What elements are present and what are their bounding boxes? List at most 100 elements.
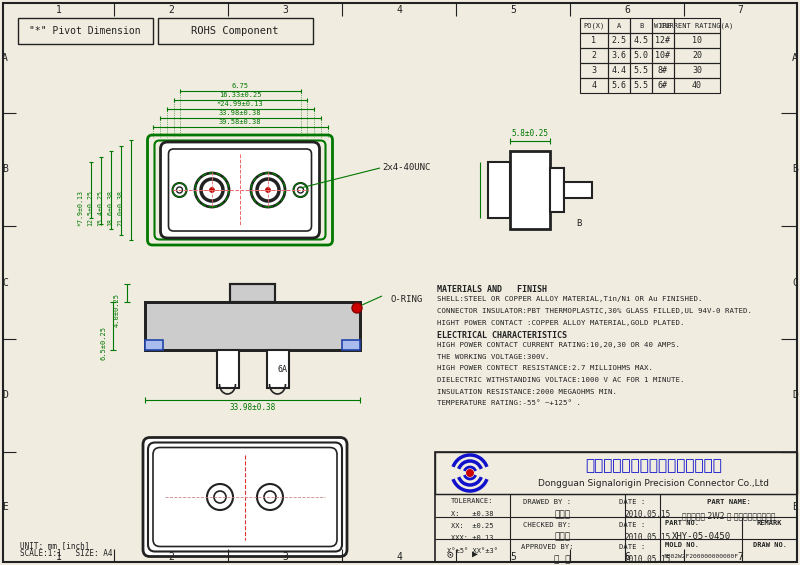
- Text: A: A: [617, 23, 621, 28]
- Circle shape: [173, 183, 186, 197]
- Text: 5.5: 5.5: [634, 81, 649, 90]
- Text: E: E: [792, 502, 798, 512]
- Bar: [230, 284, 275, 302]
- Bar: [580, 33, 608, 48]
- Text: *7.9±0.13: *7.9±0.13: [78, 190, 83, 226]
- Text: PART NAME:: PART NAME:: [706, 499, 750, 505]
- Text: X°±5° XX°±3°: X°±5° XX°±3°: [447, 548, 498, 554]
- Bar: [580, 18, 608, 33]
- Bar: [510, 151, 550, 229]
- Text: 21.0±0.38: 21.0±0.38: [118, 190, 123, 226]
- Text: 3.6: 3.6: [611, 51, 626, 60]
- Bar: [608, 48, 630, 63]
- Text: HIGH POWER CONTACT CURRENT RATING:10,20,30 OR 40 AMPS.: HIGH POWER CONTACT CURRENT RATING:10,20,…: [437, 342, 680, 349]
- Bar: [342, 340, 360, 350]
- Text: CONNECTOR INSULATOR:PBT THERMOPLASTIC,30% GLASS FILLED,UL 94V-0 RATED.: CONNECTOR INSULATOR:PBT THERMOPLASTIC,30…: [437, 308, 752, 314]
- Text: DRAW NO.: DRAW NO.: [753, 542, 786, 549]
- Text: 3: 3: [282, 5, 288, 15]
- Text: 4.4: 4.4: [611, 66, 626, 75]
- Circle shape: [294, 183, 307, 197]
- Circle shape: [214, 491, 226, 503]
- Bar: [652, 63, 674, 78]
- Bar: [652, 33, 674, 48]
- Bar: [158, 18, 313, 44]
- Text: E: E: [2, 502, 8, 512]
- FancyBboxPatch shape: [143, 437, 347, 557]
- Text: 20: 20: [692, 51, 702, 60]
- Text: 7: 7: [738, 5, 743, 15]
- Bar: [608, 78, 630, 93]
- Text: 8#: 8#: [658, 66, 668, 75]
- Text: 6.75: 6.75: [231, 83, 249, 89]
- Text: DIELECTRIC WITHSTANDING VOLTACE:1000 V AC FOR 1 MINUTE.: DIELECTRIC WITHSTANDING VOLTACE:1000 V A…: [437, 377, 685, 383]
- Bar: [435, 452, 797, 562]
- Circle shape: [195, 173, 229, 207]
- Text: 39.58±0.38: 39.58±0.38: [218, 119, 262, 125]
- Text: 5: 5: [510, 5, 516, 15]
- Bar: [674, 63, 720, 78]
- Text: 5: 5: [510, 552, 516, 562]
- Circle shape: [257, 484, 283, 510]
- Bar: [674, 78, 720, 93]
- Text: ▶: ▶: [472, 549, 478, 559]
- Text: 12.5±0.25: 12.5±0.25: [87, 190, 94, 226]
- Text: 40: 40: [692, 81, 702, 90]
- Bar: [652, 48, 674, 63]
- Bar: [630, 18, 652, 33]
- Circle shape: [352, 303, 362, 313]
- Text: PART NO.: PART NO.: [665, 520, 699, 525]
- Bar: [564, 182, 592, 198]
- Circle shape: [264, 491, 276, 503]
- Text: 2010.05.15: 2010.05.15: [624, 555, 670, 564]
- Circle shape: [201, 179, 223, 201]
- Text: TOLERANCE:: TOLERANCE:: [451, 498, 494, 504]
- Text: ROHS Component: ROHS Component: [191, 26, 278, 36]
- Text: THE WORKING VOLTAGE:300V.: THE WORKING VOLTAGE:300V.: [437, 354, 550, 360]
- Text: 6: 6: [624, 552, 630, 562]
- Text: CHECKED BY:: CHECKED BY:: [523, 521, 571, 528]
- Text: 33.98±0.38: 33.98±0.38: [230, 402, 276, 411]
- Bar: [230, 284, 275, 302]
- Bar: [630, 48, 652, 63]
- Text: XHY-05-0450: XHY-05-0450: [671, 532, 730, 541]
- Text: 4: 4: [591, 81, 597, 90]
- Text: C: C: [792, 277, 798, 288]
- Bar: [550, 168, 564, 212]
- Bar: [608, 33, 630, 48]
- Text: PO(X): PO(X): [583, 22, 605, 29]
- Text: 2.5: 2.5: [611, 36, 626, 45]
- Text: 15.4±0.25: 15.4±0.25: [98, 190, 103, 226]
- Text: DATE :: DATE :: [619, 544, 646, 550]
- Text: UNIT: mm [inch]: UNIT: mm [inch]: [20, 541, 90, 550]
- Text: B: B: [639, 23, 643, 28]
- Text: 5.6: 5.6: [611, 81, 626, 90]
- Text: 18.6±0.38: 18.6±0.38: [107, 190, 114, 226]
- Text: FB02W2F200000000000F: FB02W2F200000000000F: [664, 554, 738, 559]
- Text: 5.5: 5.5: [634, 66, 649, 75]
- Bar: [266, 350, 289, 388]
- Text: 10: 10: [692, 36, 702, 45]
- Bar: [674, 18, 720, 33]
- Text: SHELL:STEEL OR COPPER ALLOY MATERIAL,Tin/Ni OR Au FINISHED.: SHELL:STEEL OR COPPER ALLOY MATERIAL,Tin…: [437, 297, 702, 302]
- Bar: [435, 452, 797, 494]
- Bar: [630, 78, 652, 93]
- Text: XX:  ±0.25: XX: ±0.25: [451, 523, 494, 529]
- Text: INSULATION RESISTANCE:2000 MEGAOHMS MIN.: INSULATION RESISTANCE:2000 MEGAOHMS MIN.: [437, 389, 617, 394]
- Text: 4.0±0.25: 4.0±0.25: [114, 293, 120, 327]
- Circle shape: [298, 187, 303, 193]
- Text: DRAWED BY :: DRAWED BY :: [523, 499, 571, 505]
- Text: DATE :: DATE :: [619, 499, 646, 505]
- Text: XXX: ±0.13: XXX: ±0.13: [451, 536, 494, 541]
- Text: REMARK: REMARK: [757, 520, 782, 525]
- Text: TEMPERATURE RATING:-55° ~+125° .: TEMPERATURE RATING:-55° ~+125° .: [437, 400, 581, 406]
- Circle shape: [177, 187, 182, 193]
- Bar: [580, 63, 608, 78]
- Text: 6: 6: [624, 5, 630, 15]
- Bar: [580, 78, 608, 93]
- Text: ⊙: ⊙: [446, 549, 454, 559]
- Bar: [652, 78, 674, 93]
- Circle shape: [257, 179, 279, 201]
- Text: HIGHT POWER CONTACT :COPPER ALLOY MATERIAL,GOLD PLATED.: HIGHT POWER CONTACT :COPPER ALLOY MATERI…: [437, 319, 685, 325]
- Text: C: C: [2, 277, 8, 288]
- Text: 12#: 12#: [655, 36, 670, 45]
